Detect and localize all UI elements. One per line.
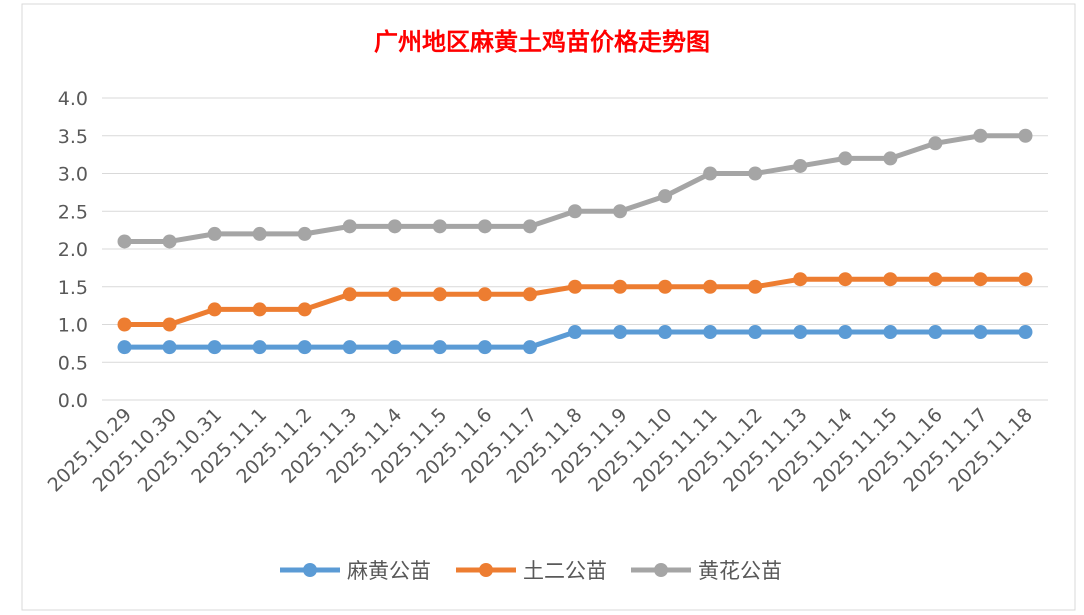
data-point: [928, 272, 943, 287]
data-point: [162, 234, 177, 249]
y-tick-label: 1.5: [58, 277, 88, 299]
data-point: [703, 166, 718, 181]
data-point: [117, 317, 132, 332]
data-point: [207, 226, 222, 241]
chart-border: [21, 3, 1076, 611]
data-point: [928, 325, 943, 340]
data-point: [1018, 272, 1033, 287]
data-point: [973, 272, 988, 287]
data-point: [117, 340, 132, 355]
data-point: [703, 325, 718, 340]
data-point: [973, 325, 988, 340]
data-point: [883, 272, 898, 287]
data-point: [1018, 325, 1033, 340]
data-point: [973, 128, 988, 143]
data-point: [838, 272, 853, 287]
data-point: [297, 226, 312, 241]
data-point: [432, 219, 447, 234]
y-tick-label: 2.0: [58, 239, 88, 261]
data-point: [162, 340, 177, 355]
chart-title: 广州地区麻黄土鸡苗价格走势图: [374, 28, 710, 56]
data-point: [838, 325, 853, 340]
data-point: [613, 325, 628, 340]
data-point: [207, 340, 222, 355]
data-point: [613, 204, 628, 219]
data-point: [522, 287, 537, 302]
data-point: [568, 279, 582, 294]
legend-marker: [303, 563, 317, 577]
data-point: [162, 317, 177, 332]
data-point: [703, 279, 718, 294]
y-tick-label: 1.0: [58, 315, 88, 337]
data-point: [658, 279, 673, 294]
data-point: [342, 340, 357, 355]
data-point: [252, 226, 267, 241]
data-point: [748, 325, 763, 340]
legend-label: 土二公苗: [523, 559, 607, 583]
y-tick-label: 2.5: [58, 201, 88, 223]
data-point: [838, 151, 853, 166]
data-point: [252, 302, 267, 317]
y-tick-label: 0.5: [58, 352, 88, 374]
data-point: [207, 302, 222, 317]
y-tick-label: 3.0: [58, 164, 88, 186]
legend-marker: [479, 563, 493, 577]
legend-marker: [654, 563, 668, 577]
data-point: [883, 151, 898, 166]
data-point: [387, 340, 402, 355]
data-point: [297, 302, 312, 317]
data-point: [522, 219, 537, 234]
data-point: [793, 272, 808, 287]
data-point: [748, 166, 763, 181]
data-point: [477, 219, 492, 234]
data-point: [928, 136, 943, 151]
data-point: [883, 325, 898, 340]
data-point: [477, 287, 492, 302]
data-point: [297, 340, 312, 355]
data-point: [793, 325, 808, 340]
data-point: [432, 340, 447, 355]
data-point: [387, 219, 402, 234]
data-point: [658, 325, 673, 340]
data-point: [387, 287, 402, 302]
y-tick-label: 3.5: [58, 126, 88, 148]
data-point: [117, 234, 132, 249]
data-point: [1018, 128, 1033, 143]
data-point: [432, 287, 447, 302]
data-point: [568, 204, 582, 219]
data-point: [252, 340, 267, 355]
data-point: [522, 340, 537, 355]
data-point: [342, 219, 357, 234]
y-tick-label: 0.0: [58, 390, 88, 412]
data-point: [793, 158, 808, 173]
legend-label: 黄花公苗: [698, 559, 782, 583]
y-tick-label: 4.0: [58, 88, 88, 110]
data-point: [748, 279, 763, 294]
data-point: [342, 287, 357, 302]
data-point: [613, 279, 628, 294]
data-point: [477, 340, 492, 355]
legend-label: 麻黄公苗: [347, 559, 431, 583]
data-point: [568, 325, 582, 340]
data-point: [658, 189, 673, 204]
